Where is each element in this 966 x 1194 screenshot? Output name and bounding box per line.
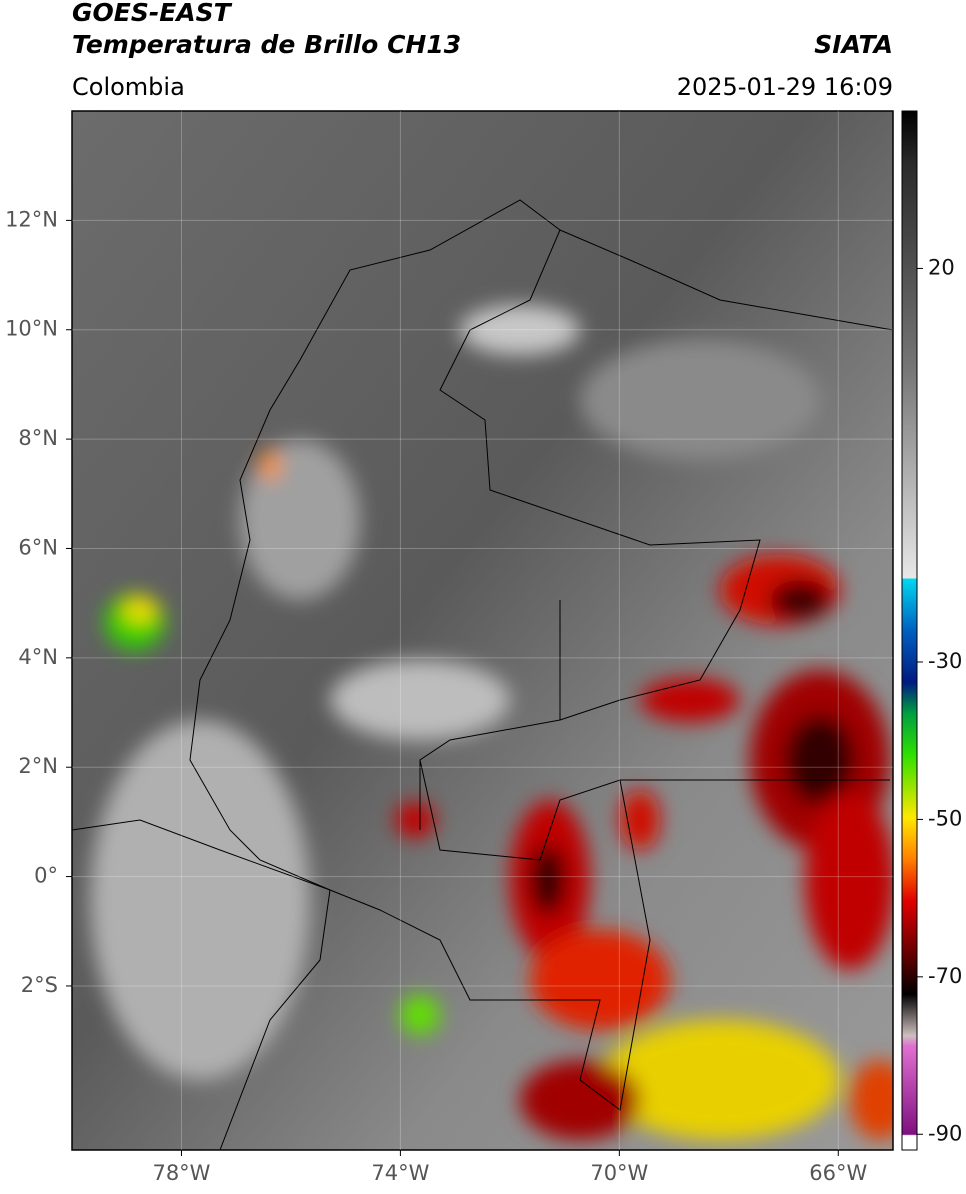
clouds bbox=[90, 305, 893, 1140]
colorbar-tick-label: -90 bbox=[928, 1121, 962, 1145]
cloud bbox=[530, 845, 566, 915]
cloud bbox=[400, 995, 440, 1035]
x-tick-label: 74°W bbox=[371, 1161, 429, 1185]
x-tick-label: 78°W bbox=[152, 1161, 210, 1185]
cloud bbox=[460, 305, 580, 355]
x-tick-label: 66°W bbox=[809, 1161, 867, 1185]
colorbar-tick-label: -30 bbox=[928, 649, 962, 673]
cloud bbox=[770, 580, 830, 620]
datetime: 2025-01-29 16:09 bbox=[677, 73, 893, 101]
cloud bbox=[580, 340, 820, 460]
cloud bbox=[850, 1060, 893, 1140]
cloud bbox=[260, 450, 280, 480]
cloud bbox=[124, 598, 156, 622]
subtitle: Temperatura de Brillo CH13 bbox=[72, 30, 461, 59]
y-tick-label: 0° bbox=[34, 864, 58, 888]
x-tick-label: 70°W bbox=[590, 1161, 648, 1185]
cloud bbox=[805, 790, 893, 970]
colorbar-tick-label: 20 bbox=[928, 255, 955, 279]
cloud bbox=[330, 660, 510, 740]
y-tick-label: 10°N bbox=[5, 317, 58, 341]
title: GOES-EAST bbox=[72, 0, 233, 27]
colorbar bbox=[901, 110, 918, 1151]
source: SIATA bbox=[814, 30, 893, 59]
map-frame bbox=[71, 110, 894, 1151]
colorbar-tick-label: -50 bbox=[928, 806, 962, 830]
y-tick-label: 6°N bbox=[18, 535, 58, 559]
y-tick-label: 4°N bbox=[18, 645, 58, 669]
cloud bbox=[90, 720, 310, 1080]
cloud bbox=[240, 440, 360, 600]
cloud bbox=[620, 790, 660, 850]
borders bbox=[72, 199, 893, 1150]
y-tick-label: 12°N bbox=[5, 207, 58, 231]
cloud bbox=[785, 715, 855, 805]
y-tick-label: 8°N bbox=[18, 426, 58, 450]
cloud bbox=[395, 802, 435, 838]
colorbar-tick-label: -70 bbox=[928, 964, 962, 988]
region: Colombia bbox=[72, 73, 185, 101]
y-tick-label: 2°S bbox=[21, 973, 58, 997]
map-image bbox=[72, 111, 893, 1150]
y-tick-label: 2°N bbox=[18, 754, 58, 778]
cloud bbox=[530, 930, 670, 1030]
cloud bbox=[640, 678, 740, 722]
cloud bbox=[520, 1060, 640, 1140]
cloud bbox=[600, 1020, 840, 1140]
